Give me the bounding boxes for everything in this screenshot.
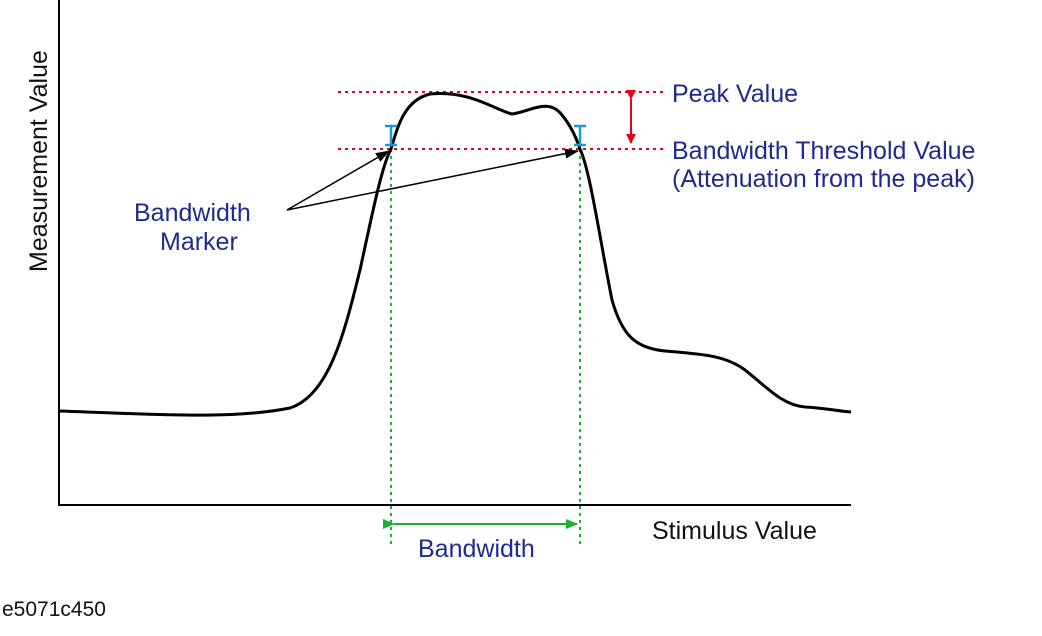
threshold-label-line1: Bandwidth Threshold Value <box>672 137 975 165</box>
peak-value-label: Peak Value <box>672 80 798 108</box>
bandwidth-label: Bandwidth <box>418 535 535 563</box>
axes <box>58 0 851 506</box>
marker-label-line2: Marker <box>160 228 238 256</box>
bandwidth-marker-left <box>385 124 397 147</box>
marker-pointer-right <box>286 148 579 211</box>
response-curve <box>58 91 852 417</box>
image-id: e5071c450 <box>2 598 106 621</box>
y-axis-label: Measurement Value <box>25 50 53 272</box>
marker-pointer-left <box>286 150 390 211</box>
threshold-label-line2: (Attenuation from the peak) <box>672 165 975 193</box>
x-axis-label: Stimulus Value <box>652 517 817 545</box>
bandwidth-marker-right <box>574 124 586 147</box>
marker-label-line1: Bandwidth <box>134 199 251 227</box>
